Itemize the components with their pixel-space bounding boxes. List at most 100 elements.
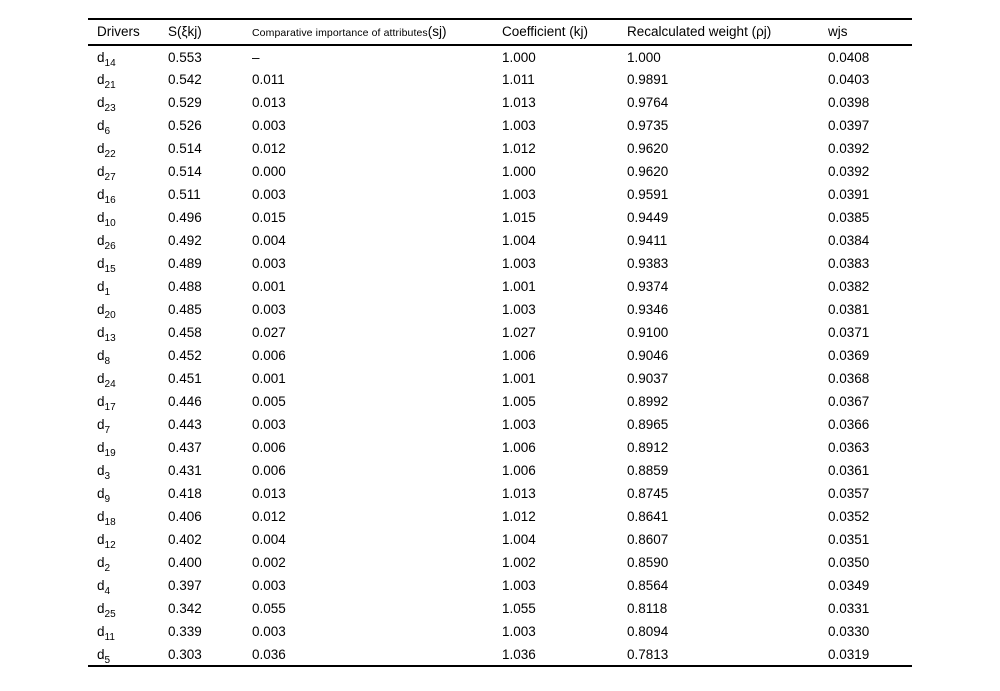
sj-value-cell: 0.003 [252,118,286,133]
s-value-cell: 0.339 [168,624,202,639]
table-row: d5 0.303 0.036 1.036 0.7813 0.0319 [88,643,912,666]
driver-subscript: 18 [104,517,116,528]
wjs-value-cell: 0.0397 [828,118,870,133]
driver-subscript: 6 [104,126,111,137]
sj-value-cell: 0.055 [252,601,286,616]
driver-symbol: d [97,463,105,478]
kj-value-cell: 1.027 [502,325,536,340]
driver-subscript: 19 [104,448,116,459]
kj-value-cell: 1.006 [502,463,536,478]
driver-symbol: d [97,95,105,110]
wjs-value-cell: 0.0357 [828,486,870,501]
s-value-cell: 0.514 [168,141,202,156]
sj-value-cell: 0.003 [252,624,286,639]
driver-cell: d16 [88,183,159,206]
rho-value-cell: 0.9346 [627,302,669,317]
driver-subscript: 1 [104,287,111,298]
sj-value-cell: 0.003 [252,256,286,271]
s-value-cell: 0.443 [168,417,202,432]
driver-symbol: d [97,325,105,340]
driver-symbol: d [97,394,105,409]
driver-subscript: 8 [104,356,111,367]
kj-value-cell: 1.015 [502,210,536,225]
driver-subscript: 13 [104,333,116,344]
driver-subscript: 4 [104,586,111,597]
rho-value-cell: 0.9620 [627,141,669,156]
header-s-xi-kj: S(ξkj) [168,23,202,39]
kj-value-cell: 1.013 [502,486,536,501]
table-row: d27 0.514 0.000 1.000 0.9620 0.0392 [88,160,912,183]
driver-symbol: d [97,49,105,65]
driver-cell: d3 [88,459,159,482]
sj-value-cell: 0.036 [252,646,286,662]
wjs-value-cell: 0.0382 [828,279,870,294]
kj-value-cell: 1.011 [502,72,535,87]
driver-cell: d11 [88,620,159,643]
rho-value-cell: 0.8745 [627,486,669,501]
sj-value-cell: 0.006 [252,440,286,455]
kj-value-cell: 1.012 [502,141,536,156]
driver-symbol: d [97,417,105,432]
wjs-value-cell: 0.0363 [828,440,870,455]
table-row: d2 0.400 0.002 1.002 0.8590 0.0350 [88,551,912,574]
sj-value-cell: 0.006 [252,348,286,363]
rho-value-cell: 0.7813 [627,646,669,662]
table-row: d10 0.496 0.015 1.015 0.9449 0.0385 [88,206,912,229]
wjs-value-cell: 0.0368 [828,371,870,386]
driver-subscript: 2 [104,563,111,574]
driver-subscript: 25 [104,609,116,620]
wjs-value-cell: 0.0366 [828,417,870,432]
driver-cell: d26 [88,229,159,252]
kj-value-cell: 1.001 [502,279,536,294]
driver-symbol: d [97,164,105,179]
driver-symbol: d [97,601,105,616]
table-row: d14 0.553 – 1.000 1.000 0.0408 [88,45,912,69]
rho-value-cell: 1.000 [627,49,661,65]
s-value-cell: 0.418 [168,486,202,501]
driver-symbol: d [97,555,105,570]
s-value-cell: 0.489 [168,256,202,271]
driver-cell: d25 [88,597,159,620]
driver-symbol: d [97,371,105,386]
table-row: d12 0.402 0.004 1.004 0.8607 0.0351 [88,528,912,551]
driver-subscript: 9 [104,494,111,505]
kj-value-cell: 1.006 [502,348,536,363]
wjs-value-cell: 0.0392 [828,164,870,179]
driver-symbol: d [97,509,105,524]
header-comparative-importance-text: Comparative importance of attributes [252,26,428,39]
driver-symbol: d [97,578,105,593]
driver-subscript: 10 [104,218,116,229]
driver-symbol: d [97,141,105,156]
sj-value-cell: 0.003 [252,302,286,317]
driver-subscript: 21 [104,80,116,91]
wjs-value-cell: 0.0330 [828,624,870,639]
table-row: d6 0.526 0.003 1.003 0.9735 0.0397 [88,114,912,137]
wjs-value-cell: 0.0408 [828,49,870,65]
wjs-value-cell: 0.0384 [828,233,870,248]
table-row: d26 0.492 0.004 1.004 0.9411 0.0384 [88,229,912,252]
driver-cell: d10 [88,206,159,229]
s-value-cell: 0.406 [168,509,202,524]
table-row: d21 0.542 0.011 1.011 0.9891 0.0403 [88,68,912,91]
driver-cell: d12 [88,528,159,551]
driver-symbol: d [97,302,105,317]
driver-cell: d22 [88,137,159,160]
rho-value-cell: 0.8094 [627,624,669,639]
s-value-cell: 0.452 [168,348,202,363]
rho-value-cell: 0.9764 [627,95,669,110]
s-value-cell: 0.342 [168,601,202,616]
driver-cell: d1 [88,275,159,298]
sj-value-cell: 0.011 [252,72,285,87]
header-coefficient-kj: Coefficient (kj) [502,23,589,39]
rho-value-cell: 0.9100 [627,325,669,340]
wjs-value-cell: 0.0351 [828,532,870,547]
s-value-cell: 0.303 [168,646,202,662]
table-row: d3 0.431 0.006 1.006 0.8859 0.0361 [88,459,912,482]
wjs-value-cell: 0.0385 [828,210,870,225]
wjs-value-cell: 0.0398 [828,95,870,110]
kj-value-cell: 1.004 [502,233,536,248]
kj-value-cell: 1.003 [502,417,536,432]
sj-value-cell: 0.002 [252,555,286,570]
sj-value-cell: 0.027 [252,325,286,340]
sj-value-cell: 0.012 [252,509,286,524]
